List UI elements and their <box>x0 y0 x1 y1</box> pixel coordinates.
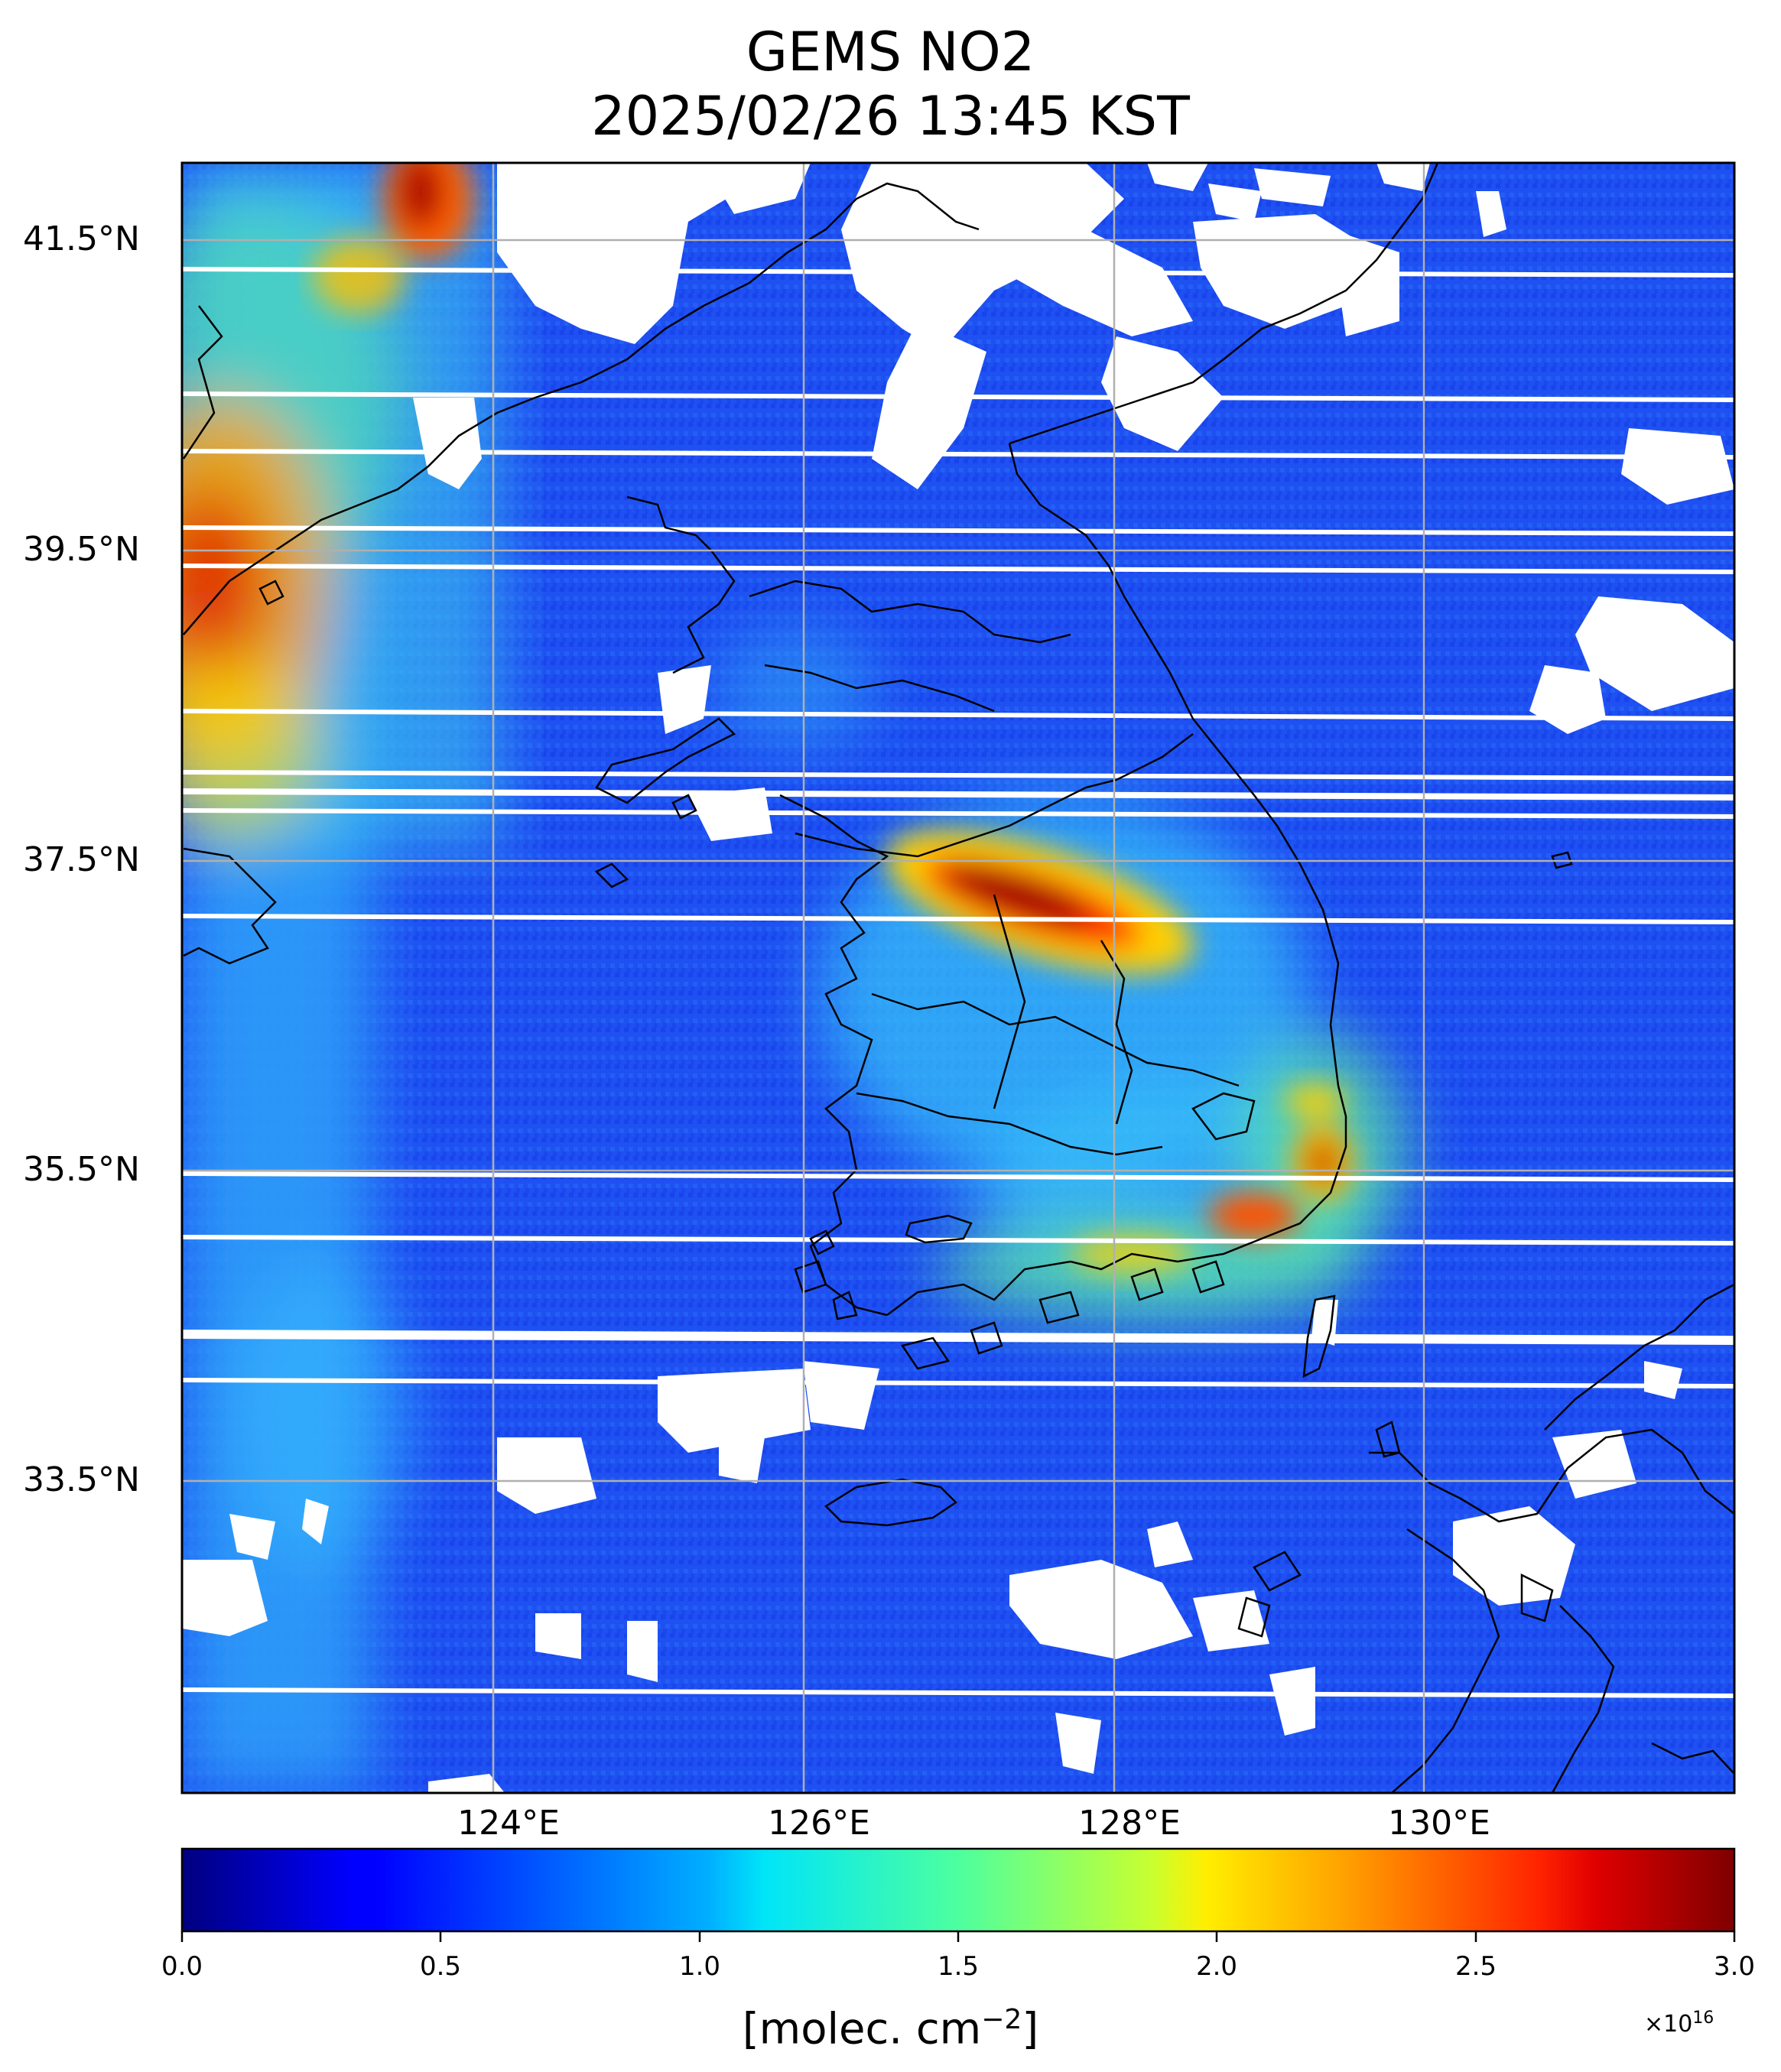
lon-label-130: 130°E <box>1388 1804 1490 1843</box>
missing-data-areas <box>182 163 1734 1793</box>
colorbar-tick-label: 0.5 <box>419 1951 462 1982</box>
colorbar-ticks <box>180 1931 1736 1942</box>
colorbar-tick-label: 2.0 <box>1195 1951 1238 1982</box>
colorbar-tick-label: 1.0 <box>678 1951 721 1982</box>
lon-label-126: 126°E <box>768 1804 870 1843</box>
swath-gap-stripes <box>182 267 1734 1698</box>
map-timestamp: 2025/02/26 13:45 KST <box>591 85 1190 148</box>
lat-label-33-5: 33.5°N <box>23 1460 140 1499</box>
lat-label-37-5: 37.5°N <box>23 840 140 879</box>
lat-label-41-5: 41.5°N <box>23 219 140 258</box>
colorbar-exponent: ×1016 <box>1644 2009 1714 2038</box>
lat-label-35-5: 35.5°N <box>23 1150 140 1189</box>
northern-hotspot <box>314 163 474 313</box>
lat-label-39-5: 39.5°N <box>23 530 140 569</box>
map-frame <box>180 161 1736 1794</box>
western-elevated-band <box>182 163 503 1793</box>
no2-field <box>182 163 1734 1793</box>
gridlines <box>182 163 1734 1793</box>
map-title: GEMS NO2 <box>746 21 1035 83</box>
lon-label-128: 128°E <box>1078 1804 1181 1843</box>
colorbar-tick-label: 3.0 <box>1713 1951 1756 1982</box>
colorbar <box>182 1849 1734 1931</box>
lon-label-124: 124°E <box>457 1804 560 1843</box>
seoul-hotspot <box>886 831 1194 973</box>
colorbar-tick-label: 0.0 <box>161 1951 203 1982</box>
colorbar-unit-label: [molec. cm−2] <box>742 2004 1039 2054</box>
colorbar-tick-label: 1.5 <box>937 1951 980 1982</box>
colorbar-tick-label: 2.5 <box>1454 1951 1497 1982</box>
